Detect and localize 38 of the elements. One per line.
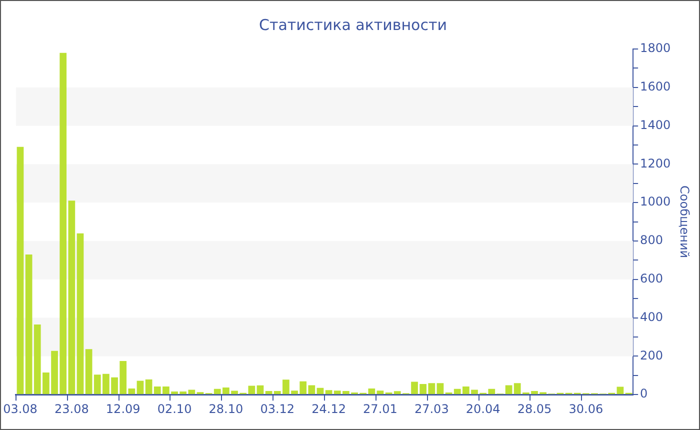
x-tick-label: 03.12: [260, 402, 295, 416]
y-tick-label: 1200: [640, 156, 671, 170]
bar: [85, 349, 92, 394]
bar: [145, 379, 152, 394]
x-tick-label: 30.06: [568, 402, 604, 416]
x-tick-label: 27.01: [363, 402, 398, 416]
y-axis-title: Сообщений: [678, 186, 692, 258]
chart-title: Статистика активности: [259, 16, 447, 34]
x-tick-label: 28.10: [208, 402, 244, 416]
y-tick-label: 200: [640, 348, 663, 362]
x-tick-label: 12.09: [106, 402, 140, 416]
bar: [25, 254, 32, 394]
x-tick-label: 23.08: [54, 402, 89, 416]
y-tick-label: 1400: [640, 118, 671, 132]
y-tick-label: 600: [640, 272, 663, 286]
x-tick-label: 24.12: [312, 402, 346, 416]
bar: [265, 390, 272, 394]
y-tick-label: 800: [640, 233, 663, 248]
bar: [16, 146, 24, 394]
bar: [376, 390, 384, 394]
bar: [325, 390, 332, 394]
y-tick-label: 400: [640, 310, 663, 324]
y-tick-label: 1600: [640, 80, 671, 94]
bar: [505, 385, 512, 394]
bar: [256, 385, 264, 394]
bar: [616, 386, 624, 394]
y-tick-label: 0: [640, 386, 648, 401]
x-tick-label: 03.08: [3, 402, 38, 416]
bar: [316, 388, 324, 394]
x-tick-label: 02.10: [157, 402, 192, 416]
x-tick-label: 28.05: [517, 402, 552, 416]
x-tick-label: 27.03: [414, 402, 449, 416]
y-tick-label: 1000: [640, 194, 671, 209]
bar: [76, 233, 84, 394]
x-tick-label: 20.04: [466, 402, 500, 416]
bar: [436, 383, 444, 394]
y-tick-label: 1800: [640, 41, 671, 56]
bar: [136, 380, 144, 394]
